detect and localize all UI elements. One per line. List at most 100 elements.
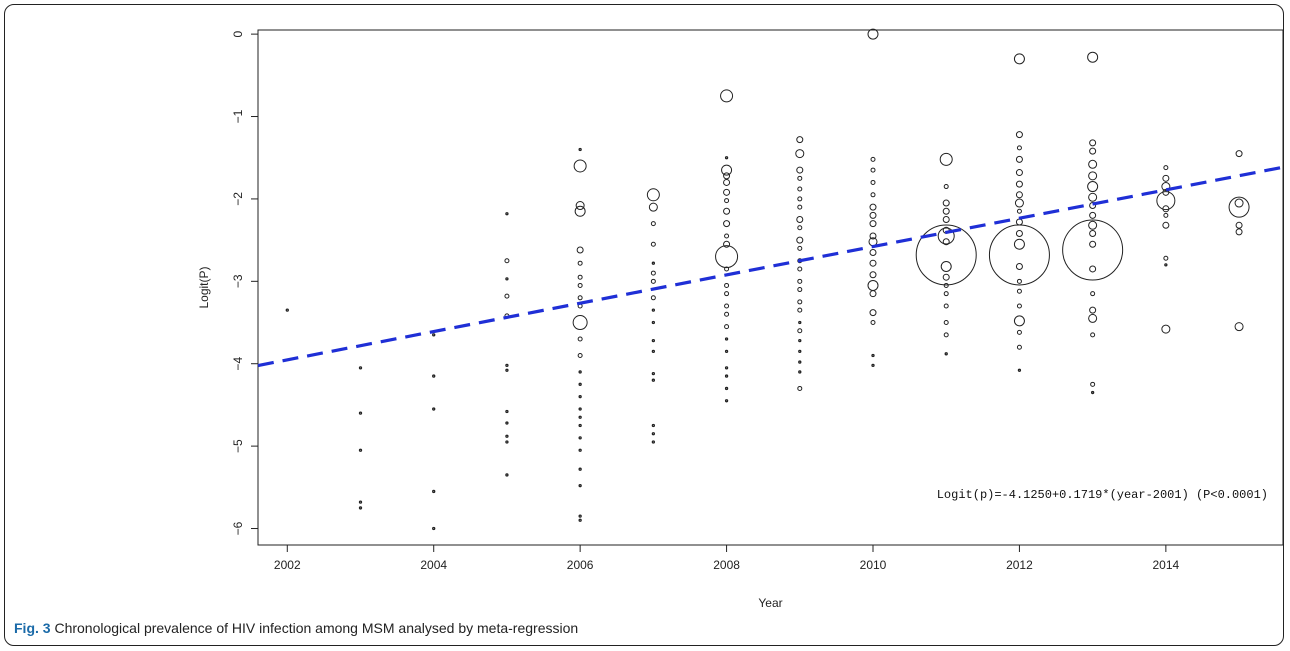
data-point [1088,171,1098,181]
data-point [1015,191,1023,199]
data-point [1162,205,1170,213]
data-point [723,178,731,186]
data-point [797,204,803,210]
data-point [1162,174,1170,182]
data-point [940,260,952,272]
data-point [797,266,803,272]
data-point [1235,228,1243,236]
data-point [720,89,734,103]
data-point [797,245,803,251]
data-point [578,484,582,488]
data-point [1016,303,1022,309]
data-point [724,198,730,204]
data-points [285,28,1250,531]
data-point [358,506,363,510]
data-point [1090,381,1096,387]
y-tick-label: −2 [231,192,245,206]
data-point [1090,291,1096,297]
x-tick-label: 2002 [274,558,301,572]
data-point [505,421,509,425]
data-point [358,366,363,370]
data-point [1234,198,1244,208]
data-point [942,273,950,281]
data-point [577,295,583,301]
data-point [797,287,803,293]
data-point [650,278,656,284]
data-point [871,353,875,358]
data-point [578,370,582,374]
y-axis: 0 −1 −2 −3 −4 −5 −6 [231,30,258,535]
x-tick-label: 2012 [1006,558,1033,572]
data-point [1162,221,1170,229]
figure-caption: Fig. 3 Chronological prevalence of HIV i… [14,620,578,636]
x-axis-label: Year [758,596,782,610]
data-point [797,307,803,313]
data-point [572,315,588,331]
data-point [942,238,950,246]
data-point [797,175,803,181]
plot-area [257,29,1284,546]
y-axis-label: Logit(P) [197,266,211,308]
data-point [724,366,729,370]
data-point [943,332,949,338]
data-point [867,279,879,291]
data-point [869,211,877,219]
data-point [1089,211,1097,219]
data-point [798,370,802,374]
data-point [358,448,363,452]
y-tick-label: −1 [231,109,245,123]
data-point [1234,322,1244,332]
data-point [724,386,729,391]
y-tick-label: 0 [231,30,245,37]
x-tick-label: 2008 [713,558,740,572]
data-point [1016,329,1022,335]
data-point [869,203,877,211]
data-point [798,338,802,343]
data-point [1062,219,1124,281]
data-point [723,220,731,228]
data-point [869,220,877,228]
data-point [724,282,730,288]
figure-frame [4,4,1284,646]
data-point [578,147,582,152]
data-point [724,311,730,317]
data-point [869,309,877,317]
x-tick-label: 2004 [420,558,447,572]
data-point [432,526,436,531]
data-point [1089,147,1097,155]
data-point [358,411,363,415]
data-point [1015,169,1023,177]
data-point [1088,220,1098,230]
data-point [505,277,509,281]
data-point [432,407,436,411]
data-point [648,202,658,212]
data-point [504,258,510,264]
data-point [723,240,731,248]
data-point [869,259,877,267]
data-point [942,216,950,224]
data-point [505,473,509,477]
data-point [797,196,803,202]
data-point [1235,150,1243,158]
data-point [869,248,877,256]
data-point [798,349,802,354]
data-point [651,349,656,354]
data-point [1013,53,1025,65]
figure-number: Fig. 3 [14,620,51,636]
data-point [578,415,582,419]
data-point [578,467,582,471]
data-point [285,308,289,312]
data-point [942,207,950,215]
y-tick-label: −6 [231,521,245,535]
data-point [724,266,730,272]
data-point [1087,181,1099,193]
data-point [869,271,877,279]
data-point [651,308,656,312]
data-point [1016,288,1022,294]
data-point [798,320,802,325]
data-point [651,440,656,444]
data-point [1156,191,1176,211]
data-point [1089,240,1097,248]
regression-line [257,165,1284,368]
data-point [578,514,582,518]
